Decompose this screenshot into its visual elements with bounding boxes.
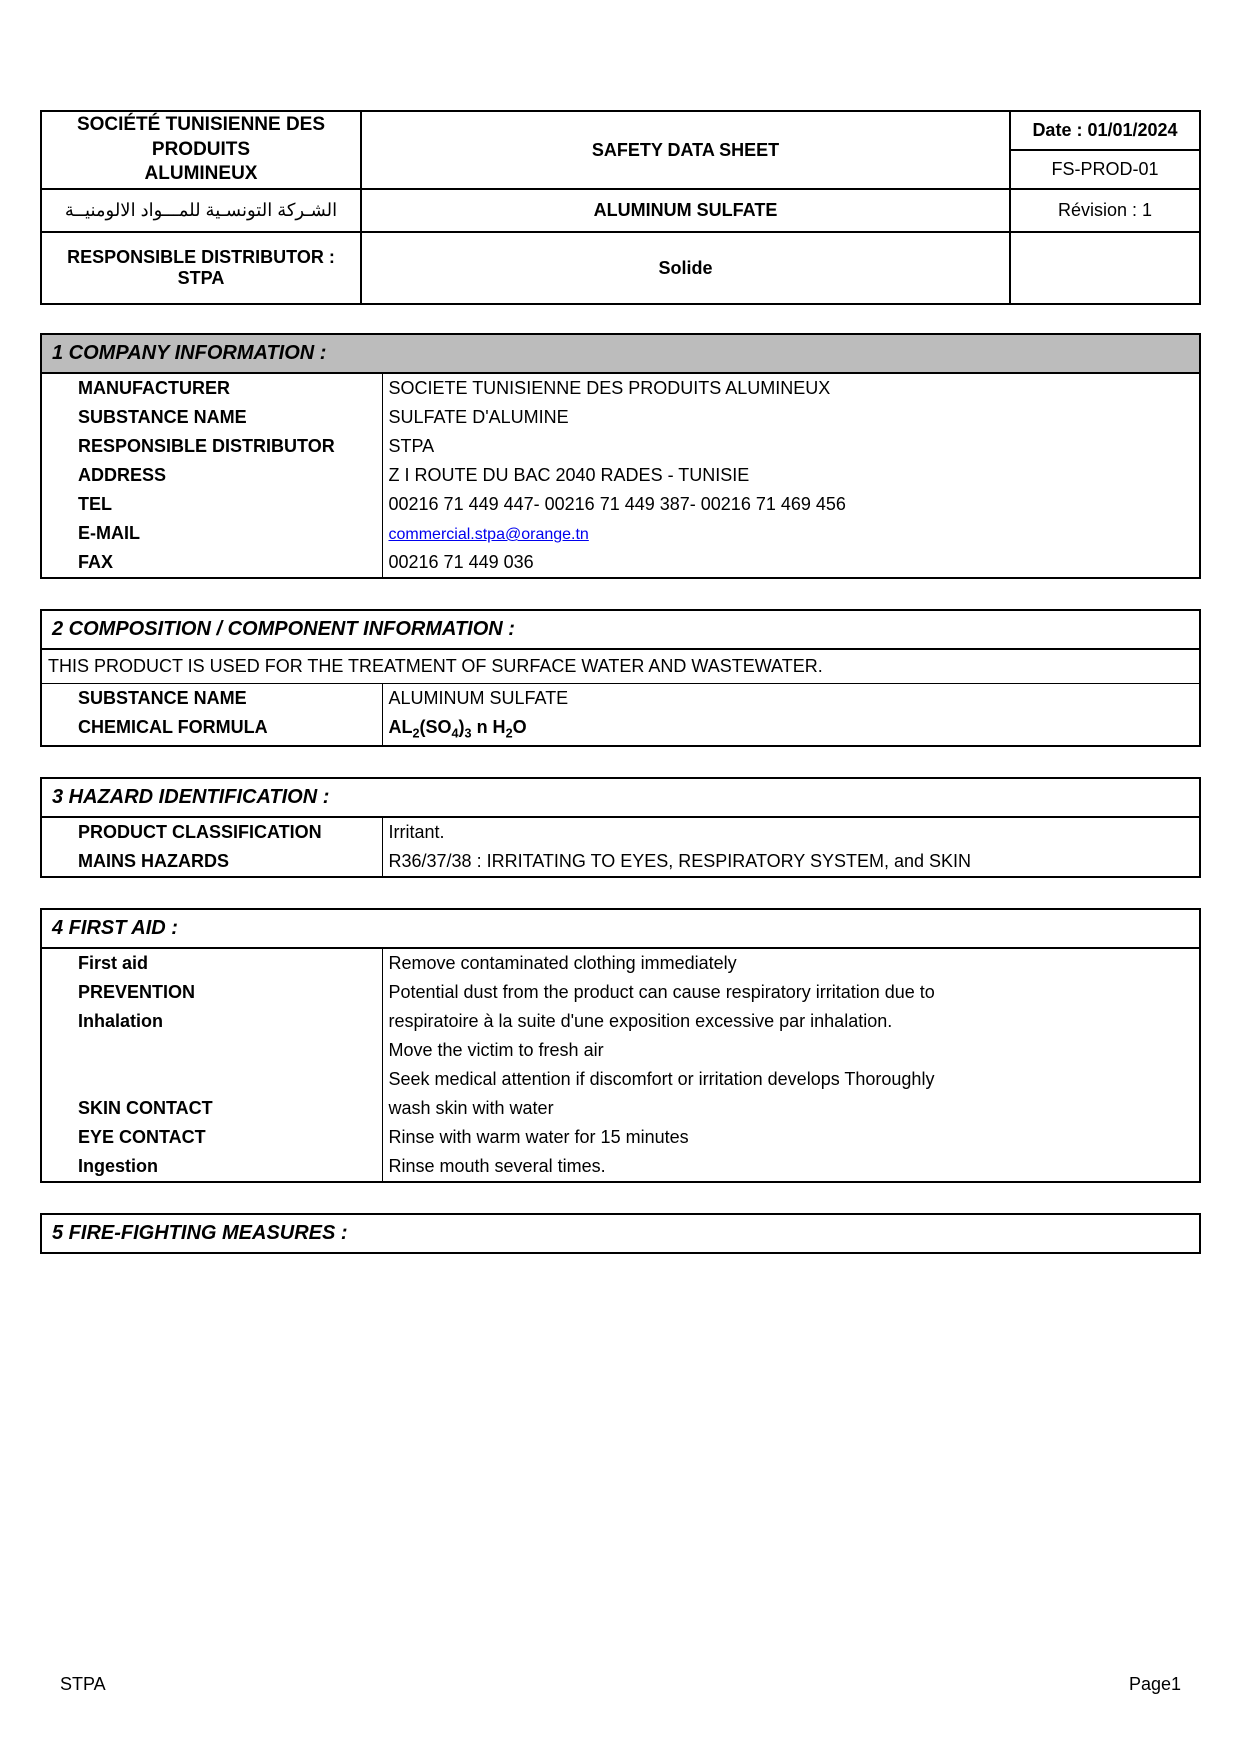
row-label: Inhalation <box>42 1007 382 1036</box>
header-empty-cell <box>1010 232 1200 304</box>
table-row: CHEMICAL FORMULA AL2(SO4)3 n H2O <box>42 713 1199 745</box>
company-name-fr: SOCIÉTÉ TUNISIENNE DES PRODUITS ALUMINEU… <box>43 113 359 187</box>
section-first-aid: 4 FIRST AID : First aidRemove contaminat… <box>40 908 1201 1183</box>
footer-right: Page1 <box>1129 1674 1181 1695</box>
row-label: SUBSTANCE NAME <box>42 684 382 713</box>
company-name-ar: الشـركة التونسـية للمـــواد الالومنيــة <box>41 189 361 232</box>
section-title: 1 COMPANY INFORMATION : <box>42 335 1199 374</box>
table-row: E-MAIL commercial.stpa@orange.tn <box>42 519 1199 548</box>
row-value: Move the victim to fresh air <box>382 1036 1199 1065</box>
table-row: MAINS HAZARDSR36/37/38 : IRRITATING TO E… <box>42 847 1199 876</box>
row-label: MANUFACTURER <box>42 374 382 403</box>
row-value: SULFATE D'ALUMINE <box>382 403 1199 432</box>
row-value: STPA <box>382 432 1199 461</box>
row-label: Ingestion <box>42 1152 382 1181</box>
table-row: SUBSTANCE NAMESULFATE D'ALUMINE <box>42 403 1199 432</box>
row-label: TEL <box>42 490 382 519</box>
revision: Révision : 1 <box>1010 189 1200 232</box>
row-label <box>42 1065 382 1094</box>
table-row: FAX00216 71 449 036 <box>42 548 1199 577</box>
row-value: 00216 71 449 036 <box>382 548 1199 577</box>
row-value: AL2(SO4)3 n H2O <box>382 713 1199 745</box>
row-label <box>42 1036 382 1065</box>
email-link[interactable]: commercial.stpa@orange.tn <box>389 526 589 543</box>
table-row: PREVENTIONPotential dust from the produc… <box>42 978 1199 1007</box>
table-row: Inhalationrespiratoire à la suite d'une … <box>42 1007 1199 1036</box>
doc-title: SAFETY DATA SHEET <box>361 111 1010 189</box>
row-label: PRODUCT CLASSIFICATION <box>42 818 382 847</box>
section-fire-fighting: 5 FIRE-FIGHTING MEASURES : <box>40 1213 1201 1254</box>
table-row: Seek medical attention if discomfort or … <box>42 1065 1199 1094</box>
table-row: TEL00216 71 449 447- 00216 71 449 387- 0… <box>42 490 1199 519</box>
section-company-info: 1 COMPANY INFORMATION : MANUFACTURERSOCI… <box>40 333 1201 579</box>
row-label: RESPONSIBLE DISTRIBUTOR <box>42 432 382 461</box>
row-value: Rinse with warm water for 15 minutes <box>382 1123 1199 1152</box>
table-row: First aidRemove contaminated clothing im… <box>42 949 1199 978</box>
row-value: ALUMINUM SULFATE <box>382 684 1199 713</box>
section-composition: 2 COMPOSITION / COMPONENT INFORMATION : … <box>40 609 1201 747</box>
table-row: EYE CONTACTRinse with warm water for 15 … <box>42 1123 1199 1152</box>
row-value: SOCIETE TUNISIENNE DES PRODUITS ALUMINEU… <box>382 374 1199 403</box>
row-value: Remove contaminated clothing immediately <box>382 949 1199 978</box>
row-value: Potential dust from the product can caus… <box>382 978 1199 1007</box>
row-label: FAX <box>42 548 382 577</box>
table-row: PRODUCT CLASSIFICATIONIrritant. <box>42 818 1199 847</box>
row-label: EYE CONTACT <box>42 1123 382 1152</box>
row-value: 00216 71 449 447- 00216 71 449 387- 0021… <box>382 490 1199 519</box>
row-value: Seek medical attention if discomfort or … <box>382 1065 1199 1094</box>
responsible-distributor: RESPONSIBLE DISTRIBUTOR : STPA <box>41 232 361 304</box>
section-title: 5 FIRE-FIGHTING MEASURES : <box>42 1215 1199 1252</box>
doc-date: Date : 01/01/2024 <box>1010 111 1200 150</box>
section-title: 3 HAZARD IDENTIFICATION : <box>42 779 1199 818</box>
row-label: PREVENTION <box>42 978 382 1007</box>
row-value: R36/37/38 : IRRITATING TO EYES, RESPIRAT… <box>382 847 1199 876</box>
footer-left: STPA <box>60 1674 106 1695</box>
row-label: MAINS HAZARDS <box>42 847 382 876</box>
row-value: wash skin with water <box>382 1094 1199 1123</box>
page: SOCIÉTÉ TUNISIENNE DES PRODUITS ALUMINEU… <box>0 0 1241 1755</box>
row-label: CHEMICAL FORMULA <box>42 713 382 745</box>
row-value: commercial.stpa@orange.tn <box>382 519 1199 548</box>
table-row: SKIN CONTACTwash skin with water <box>42 1094 1199 1123</box>
section-hazard: 3 HAZARD IDENTIFICATION : PRODUCT CLASSI… <box>40 777 1201 878</box>
table-row: MANUFACTURERSOCIETE TUNISIENNE DES PRODU… <box>42 374 1199 403</box>
physical-state: Solide <box>361 232 1010 304</box>
table-row: SUBSTANCE NAMEALUMINUM SULFATE <box>42 684 1199 713</box>
product-name: ALUMINUM SULFATE <box>361 189 1010 232</box>
chemical-formula: AL2(SO4)3 n H2O <box>389 717 527 737</box>
section-title: 2 COMPOSITION / COMPONENT INFORMATION : <box>42 611 1199 650</box>
table-row: Move the victim to fresh air <box>42 1036 1199 1065</box>
row-label: ADDRESS <box>42 461 382 490</box>
doc-code: FS-PROD-01 <box>1010 150 1200 189</box>
table-row: RESPONSIBLE DISTRIBUTORSTPA <box>42 432 1199 461</box>
row-label: SKIN CONTACT <box>42 1094 382 1123</box>
row-label: SUBSTANCE NAME <box>42 403 382 432</box>
table-row: IngestionRinse mouth several times. <box>42 1152 1199 1181</box>
row-value: Irritant. <box>382 818 1199 847</box>
header-table: SOCIÉTÉ TUNISIENNE DES PRODUITS ALUMINEU… <box>40 110 1201 305</box>
row-value: Z I ROUTE DU BAC 2040 RADES - TUNISIE <box>382 461 1199 490</box>
page-footer: STPA Page1 <box>60 1674 1181 1695</box>
row-label: E-MAIL <box>42 519 382 548</box>
section-note: THIS PRODUCT IS USED FOR THE TREATMENT O… <box>42 650 1199 684</box>
row-label: First aid <box>42 949 382 978</box>
row-value: respiratoire à la suite d'une exposition… <box>382 1007 1199 1036</box>
row-value: Rinse mouth several times. <box>382 1152 1199 1181</box>
section-title: 4 FIRST AID : <box>42 910 1199 949</box>
table-row: ADDRESSZ I ROUTE DU BAC 2040 RADES - TUN… <box>42 461 1199 490</box>
